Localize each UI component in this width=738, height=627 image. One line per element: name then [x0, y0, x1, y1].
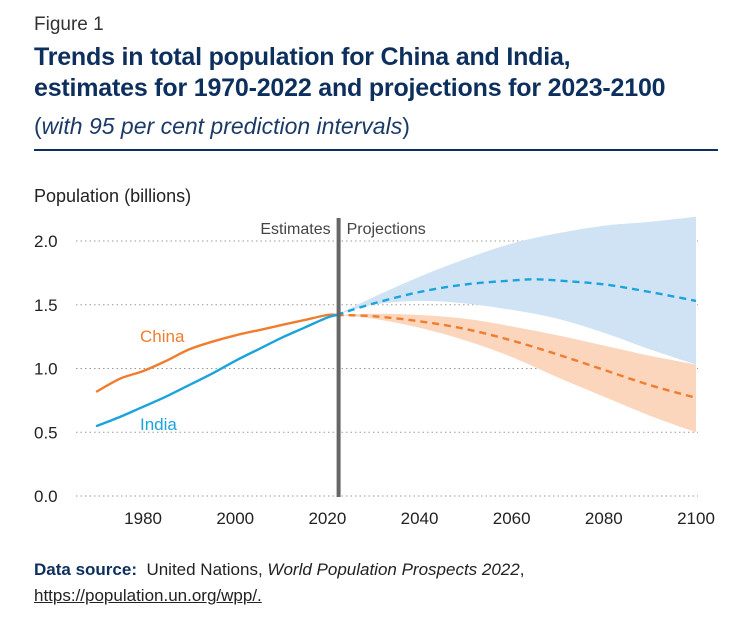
estimates-label: Estimates — [260, 221, 330, 238]
y-tick-label: 1.0 — [34, 360, 58, 379]
x-tick-label: 2040 — [401, 509, 439, 528]
y-tick-label: 1.5 — [34, 296, 58, 315]
x-tick-label: 2100 — [677, 509, 715, 528]
projections-label: Projections — [347, 221, 426, 238]
chart-title-line2: estimates for 1970-2022 and projections … — [34, 74, 666, 102]
figure-label: Figure 1 — [34, 14, 104, 35]
source-sep: , — [519, 560, 525, 579]
china-prediction-interval — [336, 313, 696, 433]
x-tick-label: 1980 — [124, 509, 162, 528]
data-source: Data source: United Nations, World Popul… — [34, 557, 724, 609]
india-projection-line — [336, 278, 697, 317]
x-tick-label: 2020 — [308, 509, 346, 528]
y-tick-label: 0.0 — [34, 487, 58, 506]
title-divider — [34, 149, 718, 151]
series-label-china: China — [140, 327, 185, 346]
india-prediction-interval — [336, 216, 696, 365]
source-label: Data source: — [34, 560, 137, 579]
china-projection-line — [336, 313, 697, 399]
subtitle-close: ) — [402, 113, 410, 139]
series-label-india: India — [140, 415, 177, 434]
y-axis-label: Population (billions) — [34, 186, 192, 206]
source-org: United Nations, — [146, 560, 263, 579]
y-tick-label: 2.0 — [34, 232, 58, 251]
china-estimate-line — [95, 313, 338, 393]
chart-title-line1: Trends in total population for China and… — [34, 43, 571, 71]
x-tick-label: 2000 — [216, 509, 254, 528]
chart-subtitle: (with 95 per cent prediction intervals) — [34, 113, 410, 140]
subtitle-open: ( — [34, 113, 42, 139]
source-publication: World Population Prospects 2022 — [267, 560, 520, 579]
subtitle-text: with 95 per cent prediction intervals — [41, 113, 403, 139]
india-estimate-line — [95, 313, 338, 428]
x-tick-label: 2080 — [585, 509, 623, 528]
chart-title: Trends in total population for China and… — [34, 42, 724, 104]
x-tick-label: 2060 — [493, 509, 531, 528]
source-link[interactable]: https://population.un.org/wpp/. — [34, 586, 262, 605]
y-tick-label: 0.5 — [34, 423, 58, 442]
